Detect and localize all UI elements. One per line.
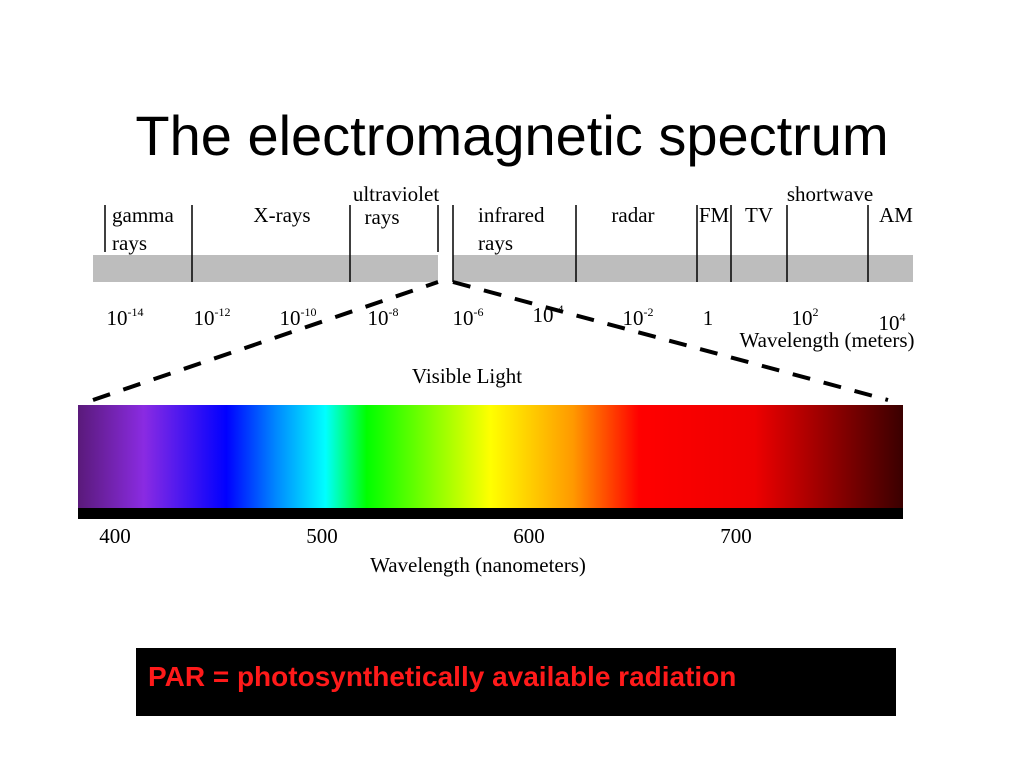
wavelength-tick-label: 10-10 [280,305,317,330]
band-label: infrared [478,203,545,227]
tick-base: 10 [453,306,474,330]
wavelength-tick-label: 10-8 [368,305,399,330]
tick-exponent: -6 [474,305,484,319]
tick-base: 10 [368,306,389,330]
tick-exponent: -2 [644,305,654,319]
band-label: ultraviolet [353,182,439,206]
spectrum-bar [93,255,438,282]
tick-exponent: 2 [813,305,819,319]
band-label: shortwave [787,182,873,206]
visible-spectrum [78,405,903,508]
nm-tick-label: 600 [513,524,545,548]
nm-ticks: 400 500 600 700 [99,524,752,548]
note-box [136,648,896,716]
tick-base: 10 [879,311,900,335]
spectrum-bar [453,255,913,282]
nm-axis-bar [78,508,903,519]
tick-exponent: 4 [900,310,906,324]
band-label: gamma [112,203,174,227]
note-text: PAR = photosynthetically available radia… [148,661,736,692]
tick-base: 10 [280,306,301,330]
band-label: TV [745,203,773,227]
wavelength-tick-label: 1 [703,306,714,330]
band-label: X-rays [253,203,310,227]
band-label: AM [879,203,913,227]
wavelength-tick-label: 102 [792,305,819,330]
tick-base: 1 [703,306,714,330]
tick-exponent: -12 [215,305,231,319]
band-label: rays [112,231,147,255]
tick-base: 10 [194,306,215,330]
band-label: FM [699,203,730,227]
band-label: radar [611,203,654,227]
wavelength-tick-label: 104 [879,310,906,335]
nm-tick-label: 400 [99,524,131,548]
axis-label: Wavelength (meters) [740,328,915,352]
tick-exponent: -10 [301,305,317,319]
nm-tick-label: 700 [720,524,752,548]
axis-label: Wavelength (nanometers) [370,553,586,577]
wavelength-tick-label: 10-12 [194,305,231,330]
tick-exponent: -14 [128,305,144,319]
wavelength-tick-label: 10-2 [623,305,654,330]
tick-exponent: -8 [389,305,399,319]
dividers [104,205,869,282]
tick-base: 10 [792,306,813,330]
tick-base: 10 [107,306,128,330]
tick-base: 10 [623,306,644,330]
wavelength-tick-label: 10-6 [453,305,484,330]
zoom-line [92,280,439,402]
zoom-line [452,280,889,402]
visible-light-label: Visible Light [412,364,522,388]
wavelength-tick-label: 10-14 [107,305,144,330]
band-label: rays [365,205,400,229]
nm-tick-label: 500 [306,524,338,548]
slide-title: The electromagnetic spectrum [135,104,888,167]
band-label: rays [478,231,513,255]
